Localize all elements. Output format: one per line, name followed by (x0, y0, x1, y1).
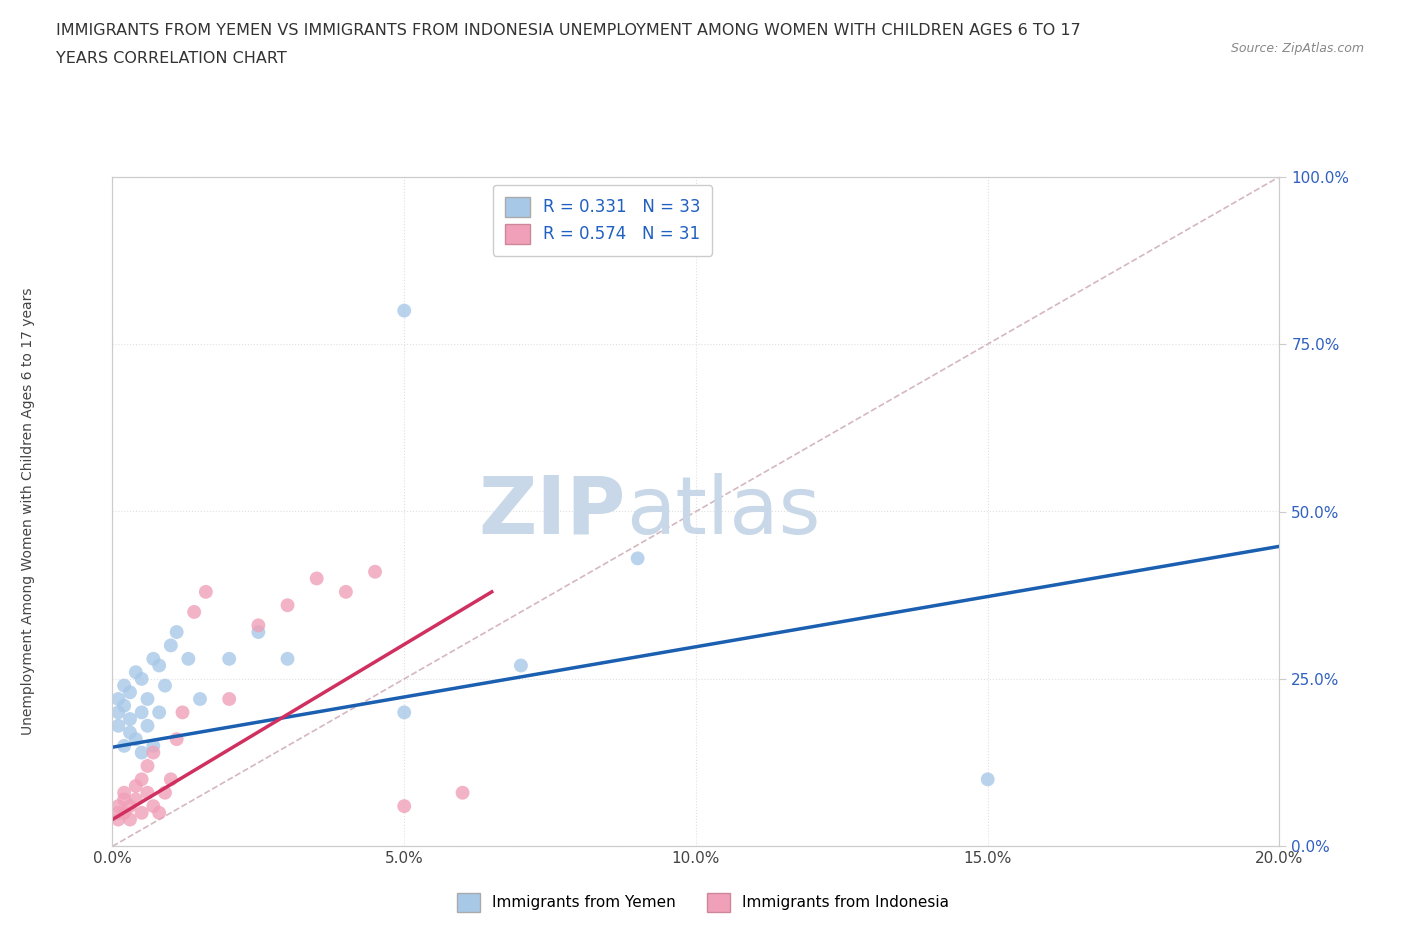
Point (112, 805, 135, 820)
Point (218, 692, 240, 707)
Point (136, 692, 159, 707)
Point (142, 745, 165, 760)
Point (626, 551, 648, 565)
Point (364, 565, 387, 579)
Point (125, 732, 148, 747)
Point (247, 618, 270, 632)
Point (392, 705, 416, 720)
Point (107, 692, 129, 707)
Point (247, 625, 270, 640)
Point (112, 698, 135, 713)
Point (148, 705, 170, 720)
Text: ZIP: ZIP (478, 472, 626, 551)
Point (142, 651, 165, 666)
Point (392, 303, 416, 318)
Text: Unemployment Among Women with Children Ages 6 to 17 years: Unemployment Among Women with Children A… (21, 287, 35, 736)
Point (172, 705, 194, 720)
Point (392, 799, 416, 814)
Point (118, 812, 141, 827)
Point (112, 792, 135, 807)
Point (112, 678, 135, 693)
Point (131, 671, 153, 686)
Point (335, 584, 357, 599)
Point (188, 692, 211, 707)
Point (160, 772, 183, 787)
Point (131, 805, 153, 820)
Point (112, 738, 135, 753)
Point (509, 658, 531, 673)
Point (166, 625, 188, 640)
Point (107, 805, 129, 820)
Point (153, 678, 176, 693)
Point (153, 785, 176, 800)
Point (194, 584, 217, 599)
Point (125, 665, 148, 680)
Point (118, 711, 141, 726)
Point (166, 732, 188, 747)
Text: atlas: atlas (626, 472, 820, 551)
Text: IMMIGRANTS FROM YEMEN VS IMMIGRANTS FROM INDONESIA UNEMPLOYMENT AMONG WOMEN WITH: IMMIGRANTS FROM YEMEN VS IMMIGRANTS FROM… (56, 23, 1081, 38)
Point (125, 778, 148, 793)
Point (451, 785, 474, 800)
Point (136, 759, 159, 774)
Point (131, 772, 153, 787)
Point (183, 604, 205, 619)
Point (107, 718, 129, 733)
Point (142, 799, 165, 814)
Point (276, 651, 298, 666)
Point (305, 571, 328, 586)
Point (125, 792, 148, 807)
Point (118, 799, 141, 814)
Point (131, 745, 153, 760)
Point (276, 598, 298, 613)
Point (107, 799, 129, 814)
Legend: R = 0.331   N = 33, R = 0.574   N = 31: R = 0.331 N = 33, R = 0.574 N = 31 (494, 185, 713, 256)
Legend: Immigrants from Yemen, Immigrants from Indonesia: Immigrants from Yemen, Immigrants from I… (451, 887, 955, 918)
Text: Source: ZipAtlas.com: Source: ZipAtlas.com (1230, 42, 1364, 55)
Point (177, 651, 200, 666)
Point (218, 651, 240, 666)
Text: YEARS CORRELATION CHART: YEARS CORRELATION CHART (56, 51, 287, 66)
Point (142, 738, 165, 753)
Point (136, 785, 159, 800)
Point (148, 805, 170, 820)
Point (107, 812, 129, 827)
Point (148, 658, 170, 673)
Point (107, 705, 129, 720)
Point (112, 785, 135, 800)
Point (136, 718, 159, 733)
Point (160, 638, 183, 653)
Point (118, 725, 141, 740)
Point (118, 684, 141, 699)
Point (976, 772, 998, 787)
Point (131, 705, 153, 720)
